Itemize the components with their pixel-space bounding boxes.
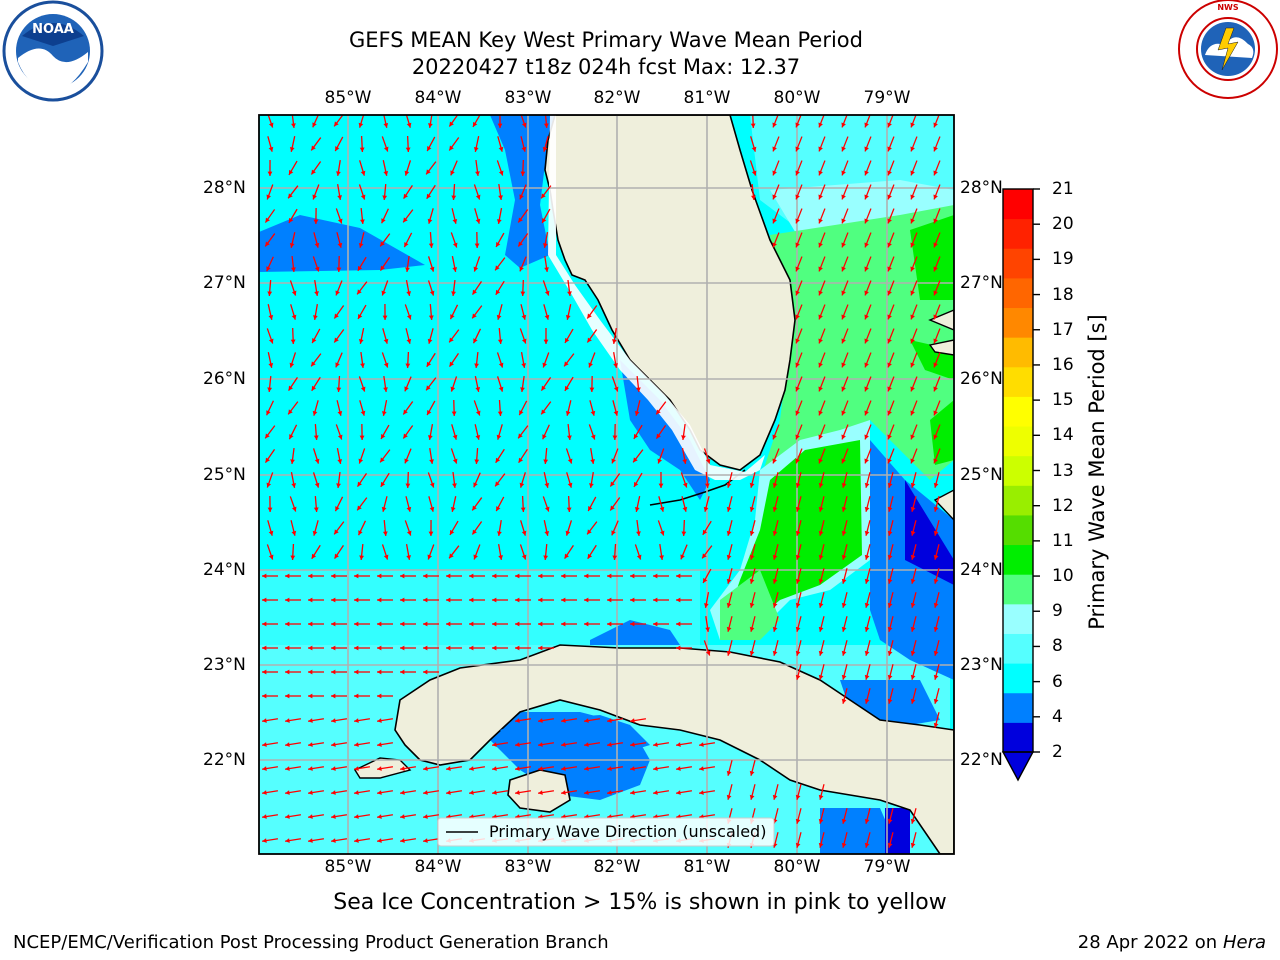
colorbar-swatch <box>1003 248 1033 279</box>
colorbar-swatch <box>1003 633 1033 664</box>
lat-label-left: 23°N <box>203 655 246 675</box>
colorbar-swatch <box>1003 218 1033 249</box>
sea-ice-note: Sea Ice Concentration > 15% is shown in … <box>333 890 947 915</box>
chart-title: GEFS MEAN Key West Primary Wave Mean Per… <box>349 28 863 52</box>
map-legend <box>437 817 775 847</box>
colorbar-swatch <box>1003 455 1033 486</box>
lat-label-right: 25°N <box>960 465 1003 485</box>
colorbar-tick-label: 18 <box>1052 284 1074 305</box>
colorbar-tick-label: 14 <box>1052 425 1074 446</box>
colorbar-tick-label: 4 <box>1052 706 1063 727</box>
lat-label-left: 24°N <box>203 560 246 580</box>
colorbar-tick-label: 12 <box>1052 495 1074 516</box>
colorbar-swatch <box>1003 337 1033 368</box>
lat-label-right: 28°N <box>960 178 1003 198</box>
noaa-logo-text: NOAA <box>32 22 74 37</box>
colorbar-swatch <box>1003 514 1033 546</box>
colorbar-tick-label: 15 <box>1052 390 1074 411</box>
colorbar-tick-label: 20 <box>1052 214 1074 235</box>
colorbar-tick-label: 2 <box>1052 742 1063 762</box>
colorbar-tick-label: 17 <box>1052 319 1074 340</box>
colorbar <box>1001 188 1040 782</box>
colorbar-swatch <box>1003 277 1033 309</box>
lon-label-top: 84°W <box>414 88 462 108</box>
map-area <box>259 115 954 854</box>
nws-logo: NWS <box>1178 0 1278 99</box>
lon-label-top: 85°W <box>324 88 372 108</box>
colorbar-swatch <box>1003 189 1033 220</box>
lat-label-right: 22°N <box>960 750 1003 770</box>
cuba-land <box>394 644 954 854</box>
lat-label-right: 23°N <box>960 655 1003 675</box>
colorbar-swatch <box>1003 396 1033 427</box>
svg-text:NWS: NWS <box>1217 3 1239 12</box>
lat-label-left: 22°N <box>203 750 246 770</box>
lat-label-left: 25°N <box>203 465 246 485</box>
colorbar-swatch <box>1003 574 1033 605</box>
footer-date-text: 28 Apr 2022 on <box>1077 932 1218 953</box>
lon-label-bottom: 83°W <box>504 857 552 877</box>
lon-label-top: 80°W <box>773 88 821 108</box>
footer-credit: NCEP/EMC/Verification Post Processing Pr… <box>13 932 609 953</box>
colorbar-tick-label: 19 <box>1052 249 1074 270</box>
lat-label-right: 24°N <box>960 560 1003 580</box>
lon-label-top: 82°W <box>593 88 641 108</box>
colorbar-swatch <box>1003 426 1033 457</box>
lat-label-left: 27°N <box>203 273 246 293</box>
colorbar-swatch <box>1003 485 1033 516</box>
colorbar-extend-arrow <box>1001 751 1035 782</box>
lat-label-left: 28°N <box>203 178 246 198</box>
colorbar-tick-label: 9 <box>1052 601 1063 622</box>
lon-label-bottom: 79°W <box>863 857 911 877</box>
noaa-logo: NOAA <box>2 0 104 102</box>
colorbar-swatch <box>1003 307 1033 338</box>
lon-label-bottom: 85°W <box>324 857 372 877</box>
colorbar-swatch <box>1003 692 1033 723</box>
colorbar-tick-label: 16 <box>1052 354 1074 375</box>
lon-label-bottom: 80°W <box>773 857 821 877</box>
lon-label-bottom: 82°W <box>593 857 641 877</box>
colorbar-swatch <box>1003 663 1033 694</box>
legend-label: Primary Wave Direction (unscaled) <box>489 822 767 841</box>
lon-label-top: 83°W <box>504 88 552 108</box>
lon-label-bottom: 81°W <box>683 857 731 877</box>
colorbar-tick-label: 13 <box>1052 460 1074 481</box>
footer-machine: Hera <box>1222 932 1266 953</box>
colorbar-swatch <box>1003 366 1033 397</box>
lon-label-bottom: 84°W <box>414 857 462 877</box>
colorbar-swatch <box>1003 544 1033 575</box>
colorbar-tick-label: 10 <box>1052 566 1074 587</box>
colorbar-tick-label: 8 <box>1052 636 1063 657</box>
lat-label-right: 26°N <box>960 369 1003 389</box>
lat-label-left: 26°N <box>203 369 246 389</box>
lon-label-top: 81°W <box>683 88 731 108</box>
colorbar-tick-label: 21 <box>1052 179 1074 199</box>
colorbar-tick-label: 6 <box>1052 671 1063 692</box>
colorbar-swatch <box>1003 603 1033 634</box>
wave-direction-arrows <box>261 115 941 848</box>
footer-date: 28 Apr 2022 on Hera <box>1078 932 1266 953</box>
map-frame <box>258 114 955 855</box>
chart-subtitle: 20220427 t18z 024h fcst Max: 12.37 <box>411 55 801 79</box>
lon-label-top: 79°W <box>863 88 911 108</box>
colorbar-swatch <box>1003 722 1033 753</box>
colorbar-label: Primary Wave Mean Period [s] <box>1085 314 1109 630</box>
lat-label-right: 27°N <box>960 273 1003 293</box>
colorbar-tick-label: 11 <box>1052 530 1074 551</box>
